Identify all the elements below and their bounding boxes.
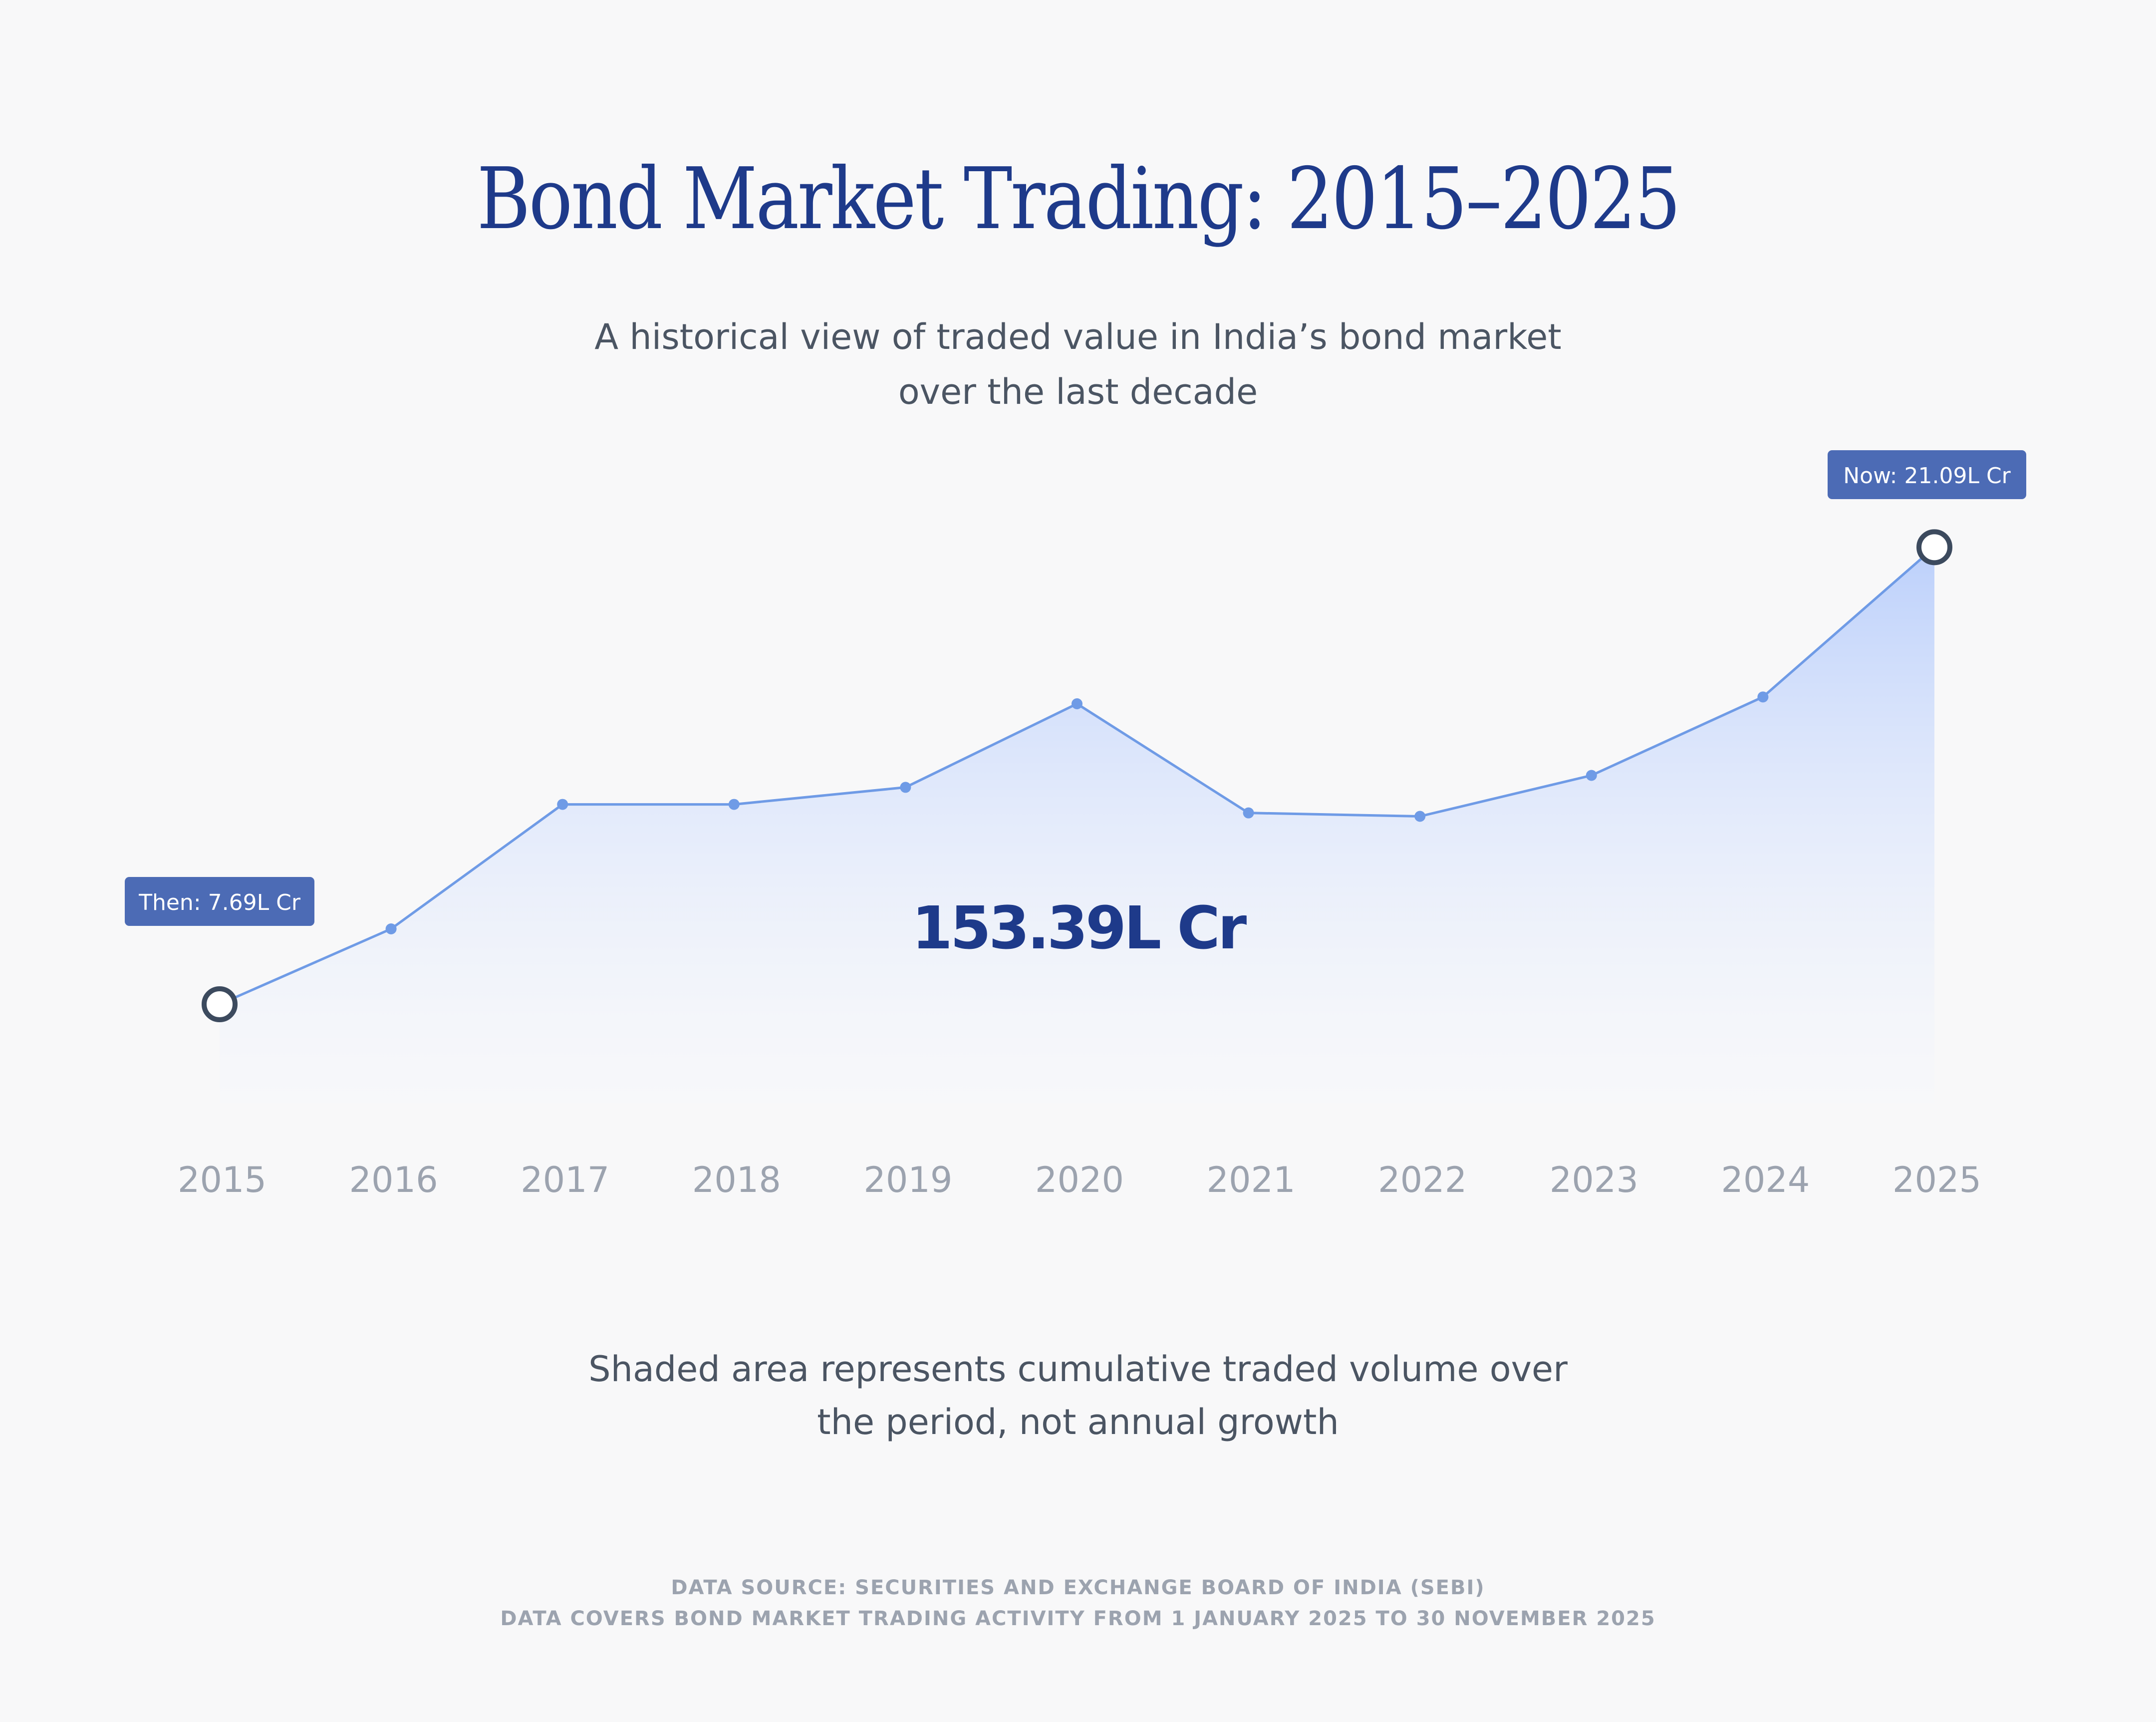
x-tick-label-2021: 2021: [1207, 1159, 1296, 1200]
source-line-1: DATA SOURCE: SECURITIES AND EXCHANGE BOA…: [671, 1576, 1485, 1599]
data-point-2021: [1243, 807, 1254, 819]
chart-title: Bond Market Trading: 2015–2025: [477, 150, 1681, 249]
chart-footnote: Shaded area represents cumulative traded…: [0, 1343, 2156, 1448]
end-callout-box: [1828, 450, 2026, 499]
footnote-line-1: Shaded area represents cumulative traded…: [588, 1349, 1568, 1390]
chart-subtitle: A historical view of traded value in Ind…: [0, 309, 2156, 419]
start-callout-text: Then: 7.69L Cr: [138, 890, 301, 915]
data-point-2020: [1072, 698, 1082, 709]
source-line-2: DATA COVERS BOND MARKET TRADING ACTIVITY…: [500, 1607, 1656, 1630]
highlight-point-2025: [1916, 529, 1952, 566]
x-tick-label-2018: 2018: [692, 1159, 781, 1200]
total-value-label: 153.39L Cr: [912, 893, 1247, 962]
x-tick-label-2016: 2016: [349, 1159, 438, 1200]
data-point-2022: [1414, 811, 1426, 822]
highlight-point-2015: [202, 986, 238, 1023]
x-tick-label-2015: 2015: [178, 1159, 267, 1200]
x-tick-label-2024: 2024: [1721, 1159, 1810, 1200]
subtitle-line-2: over the last decade: [898, 371, 1258, 412]
start-callout: Then: 7.69L Cr: [125, 877, 314, 926]
x-tick-label-2022: 2022: [1378, 1159, 1467, 1200]
data-point-2018: [728, 799, 740, 810]
x-tick-label-2019: 2019: [863, 1159, 952, 1200]
start-callout-box: [125, 877, 314, 926]
x-tick-label-2025: 2025: [1892, 1159, 1981, 1200]
data-point-2019: [900, 782, 911, 793]
x-tick-label-2017: 2017: [521, 1159, 609, 1200]
footnote-line-2: the period, not annual growth: [817, 1402, 1339, 1442]
end-callout-text: Now: 21.09L Cr: [1843, 463, 2011, 489]
series-area: [220, 547, 1934, 1103]
x-tick-label-2023: 2023: [1550, 1159, 1638, 1200]
data-point-2017: [557, 799, 568, 810]
data-point-2016: [385, 923, 397, 934]
x-tick-label-2020: 2020: [1035, 1159, 1124, 1200]
data-point-2023: [1586, 770, 1597, 781]
subtitle-line-1: A historical view of traded value in Ind…: [594, 316, 1562, 357]
data-point-2024: [1757, 691, 1769, 703]
end-callout: Now: 21.09L Cr: [1828, 450, 2026, 499]
data-source: DATA SOURCE: SECURITIES AND EXCHANGE BOA…: [0, 1572, 2156, 1634]
